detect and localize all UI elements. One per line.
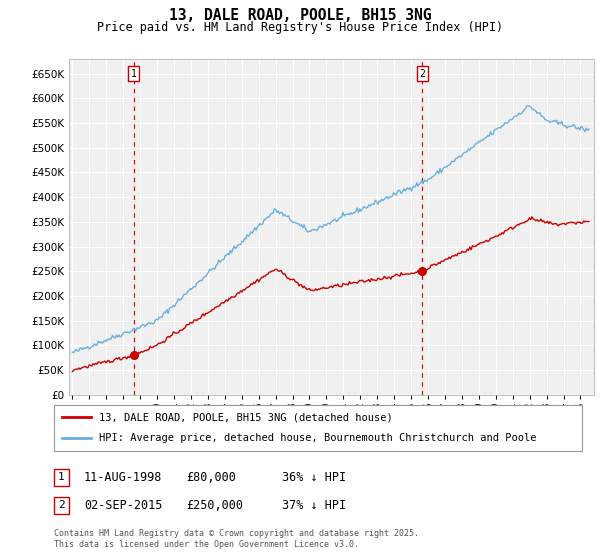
Text: 02-SEP-2015: 02-SEP-2015 — [84, 498, 163, 512]
Text: 37% ↓ HPI: 37% ↓ HPI — [282, 498, 346, 512]
Text: 11-AUG-1998: 11-AUG-1998 — [84, 470, 163, 484]
Text: HPI: Average price, detached house, Bournemouth Christchurch and Poole: HPI: Average price, detached house, Bour… — [99, 433, 536, 444]
Text: 2: 2 — [419, 69, 425, 79]
Text: 36% ↓ HPI: 36% ↓ HPI — [282, 470, 346, 484]
Text: 1: 1 — [58, 472, 65, 482]
Text: 1: 1 — [131, 69, 137, 79]
Text: Contains HM Land Registry data © Crown copyright and database right 2025.
This d: Contains HM Land Registry data © Crown c… — [54, 529, 419, 549]
Text: £80,000: £80,000 — [186, 470, 236, 484]
Text: £250,000: £250,000 — [186, 498, 243, 512]
Text: 13, DALE ROAD, POOLE, BH15 3NG: 13, DALE ROAD, POOLE, BH15 3NG — [169, 8, 431, 24]
Text: Price paid vs. HM Land Registry's House Price Index (HPI): Price paid vs. HM Land Registry's House … — [97, 21, 503, 34]
Text: 13, DALE ROAD, POOLE, BH15 3NG (detached house): 13, DALE ROAD, POOLE, BH15 3NG (detached… — [99, 412, 392, 422]
Text: 2: 2 — [58, 500, 65, 510]
